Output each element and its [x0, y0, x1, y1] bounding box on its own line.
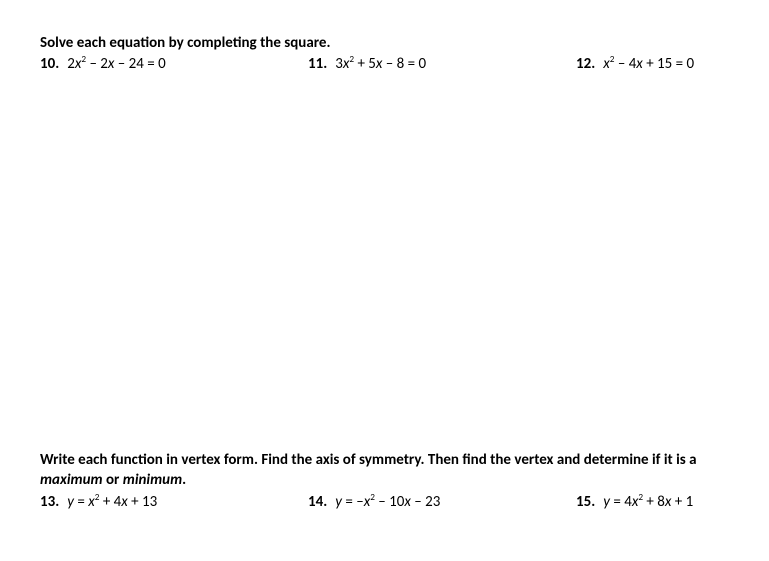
problem-equation: 3x2 + 5x – 8 = 0: [335, 55, 426, 73]
section2-row: 13. y = x2 + 4x + 13 14. y = –x2 – 10x –…: [40, 493, 729, 511]
problem-number: 12.: [576, 55, 595, 73]
problem-15: 15. y = 4x2 + 8x + 1: [576, 493, 729, 511]
section1-instruction: Solve each equation by completing the sq…: [40, 33, 729, 53]
problem-number: 10.: [40, 55, 59, 73]
problem-number: 14.: [308, 493, 327, 511]
problem-number: 13.: [40, 493, 59, 511]
problem-equation: x2 – 4x + 15 = 0: [603, 55, 694, 73]
problem-equation: y = 4x2 + 8x + 1: [603, 493, 693, 511]
problem-equation: 2x2 – 2x – 24 = 0: [67, 55, 166, 73]
problem-number: 15.: [576, 493, 595, 511]
problem-equation: y = –x2 – 10x – 23: [335, 493, 440, 511]
problem-12: 12. x2 – 4x + 15 = 0: [576, 55, 729, 73]
section2: Write each function in vertex form. Find…: [40, 450, 729, 511]
problem-11: 11. 3x2 + 5x – 8 = 0: [308, 55, 576, 73]
problem-14: 14. y = –x2 – 10x – 23: [308, 493, 576, 511]
problem-10: 10. 2x2 – 2x – 24 = 0: [40, 55, 308, 73]
section1-row: 10. 2x2 – 2x – 24 = 0 11. 3x2 + 5x – 8 =…: [40, 55, 729, 73]
section2-instruction: Write each function in vertex form. Find…: [40, 450, 729, 491]
worksheet-page: Solve each equation by completing the sq…: [0, 0, 769, 561]
problem-equation: y = x2 + 4x + 13: [67, 493, 157, 511]
problem-13: 13. y = x2 + 4x + 13: [40, 493, 308, 511]
problem-number: 11.: [308, 55, 327, 73]
